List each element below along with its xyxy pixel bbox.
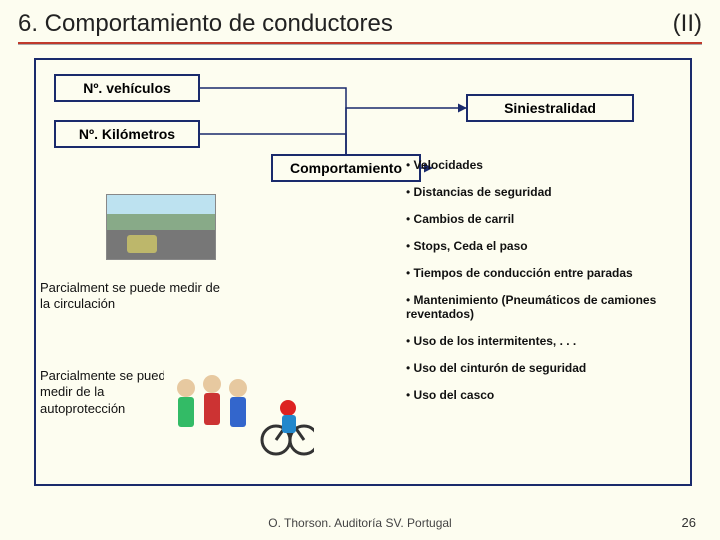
bullet-item: • Stops, Ceda el paso: [406, 239, 686, 253]
footer-credit: O. Thorson. Auditoría SV. Portugal: [0, 516, 720, 530]
box-comportamiento: Comportamiento: [271, 154, 421, 182]
bullet-item: • Cambios de carril: [406, 212, 686, 226]
bullet-item: • Velocidades: [406, 158, 686, 172]
slide-header: 6. Comportamiento de conductores (II): [0, 0, 720, 42]
bullet-item: • Uso de los intermitentes, . . .: [406, 334, 686, 348]
note-circulacion: Parcialment se puede medir de la circula…: [40, 280, 230, 313]
bullet-item: • Uso del casco: [406, 388, 686, 402]
box-kilometros: Nº. Kilómetros: [54, 120, 200, 148]
bullet-item: • Mantenimiento (Pneumáticos de camiones…: [406, 293, 686, 321]
box-vehiculos: Nº. vehículos: [54, 74, 200, 102]
bullet-list: • Velocidades • Distancias de seguridad …: [406, 158, 686, 415]
slide-title: 6. Comportamiento de conductores: [18, 10, 393, 38]
illustration-people: [164, 360, 314, 460]
box-siniestralidad: Siniestralidad: [466, 94, 634, 122]
header-rule: [18, 42, 702, 45]
bullet-item: • Tiempos de conducción entre paradas: [406, 266, 686, 280]
slide-part: (II): [673, 10, 702, 38]
content-frame: Nº. vehículos Nº. Kilómetros Siniestrali…: [34, 58, 692, 486]
bullet-item: • Uso del cinturón de seguridad: [406, 361, 686, 375]
bullet-item: • Distancias de seguridad: [406, 185, 686, 199]
illustration-road: [106, 194, 216, 260]
page-number: 26: [682, 515, 696, 530]
